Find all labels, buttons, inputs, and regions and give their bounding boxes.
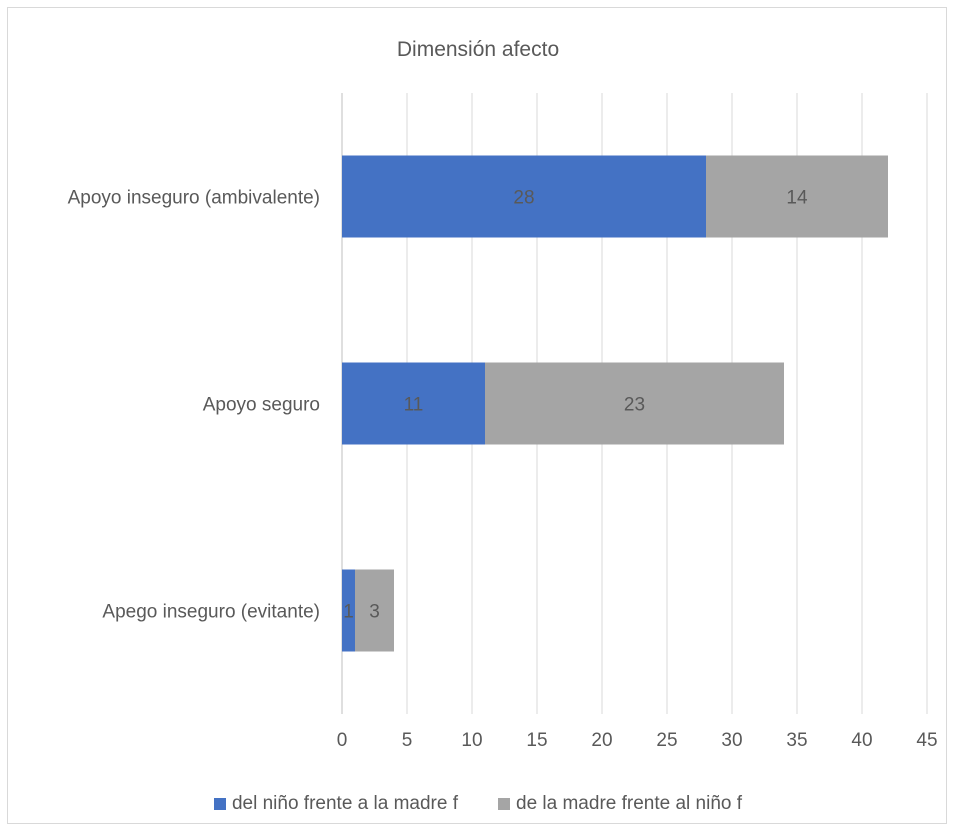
category-label: Apoyo inseguro (ambivalente) (68, 188, 320, 209)
x-tick-label: 10 (461, 730, 482, 751)
data-label: 23 (624, 395, 645, 416)
x-tick-label: 15 (526, 730, 547, 751)
data-label: 3 (369, 602, 380, 623)
legend-item-series-2: de la madre frente al niño f (498, 793, 742, 815)
data-label: 28 (513, 188, 534, 209)
chart-title: Dimensión afecto (396, 38, 560, 61)
bar-segment (355, 569, 394, 652)
data-label: 1 (343, 602, 354, 623)
x-tick-label: 30 (721, 730, 742, 751)
x-tick-label: 40 (851, 730, 872, 751)
chart-area: Dimensión afecto 0 5 10 15 20 25 30 35 40 45 Apoyo… (7, 7, 947, 824)
bar-segment (706, 155, 888, 238)
bar-segment (342, 569, 355, 652)
x-tick-label: 20 (591, 730, 612, 751)
x-tick-label: 45 (916, 730, 937, 751)
x-tick-label: 25 (656, 730, 677, 751)
legend-swatch-series-1 (213, 798, 226, 810)
x-tick-label: 5 (402, 730, 413, 751)
bar-segment (342, 362, 485, 445)
legend-label-series-2: de la madre frente al niño f (516, 793, 743, 814)
category-label: Apego inseguro (evitante) (102, 602, 320, 623)
x-tick-label: 0 (337, 730, 348, 751)
legend-label-series-1: del niño frente a la madre f (231, 793, 458, 814)
bar-segment (485, 362, 784, 445)
data-label: 11 (404, 395, 424, 416)
x-tick-label: 35 (786, 730, 807, 751)
bar-segment (342, 155, 706, 238)
legend-item-series-1: del niño frente a la madre f (213, 793, 458, 815)
legend: del niño frente a la madre f de la madre… (8, 793, 948, 815)
plot-area: 0 5 10 15 20 25 30 35 40 45 Apoyo inseguro (ambiva… (68, 93, 938, 751)
data-label: 14 (786, 188, 808, 209)
category-label: Apoyo seguro (203, 395, 320, 416)
legend-swatch-series-2 (498, 798, 510, 810)
